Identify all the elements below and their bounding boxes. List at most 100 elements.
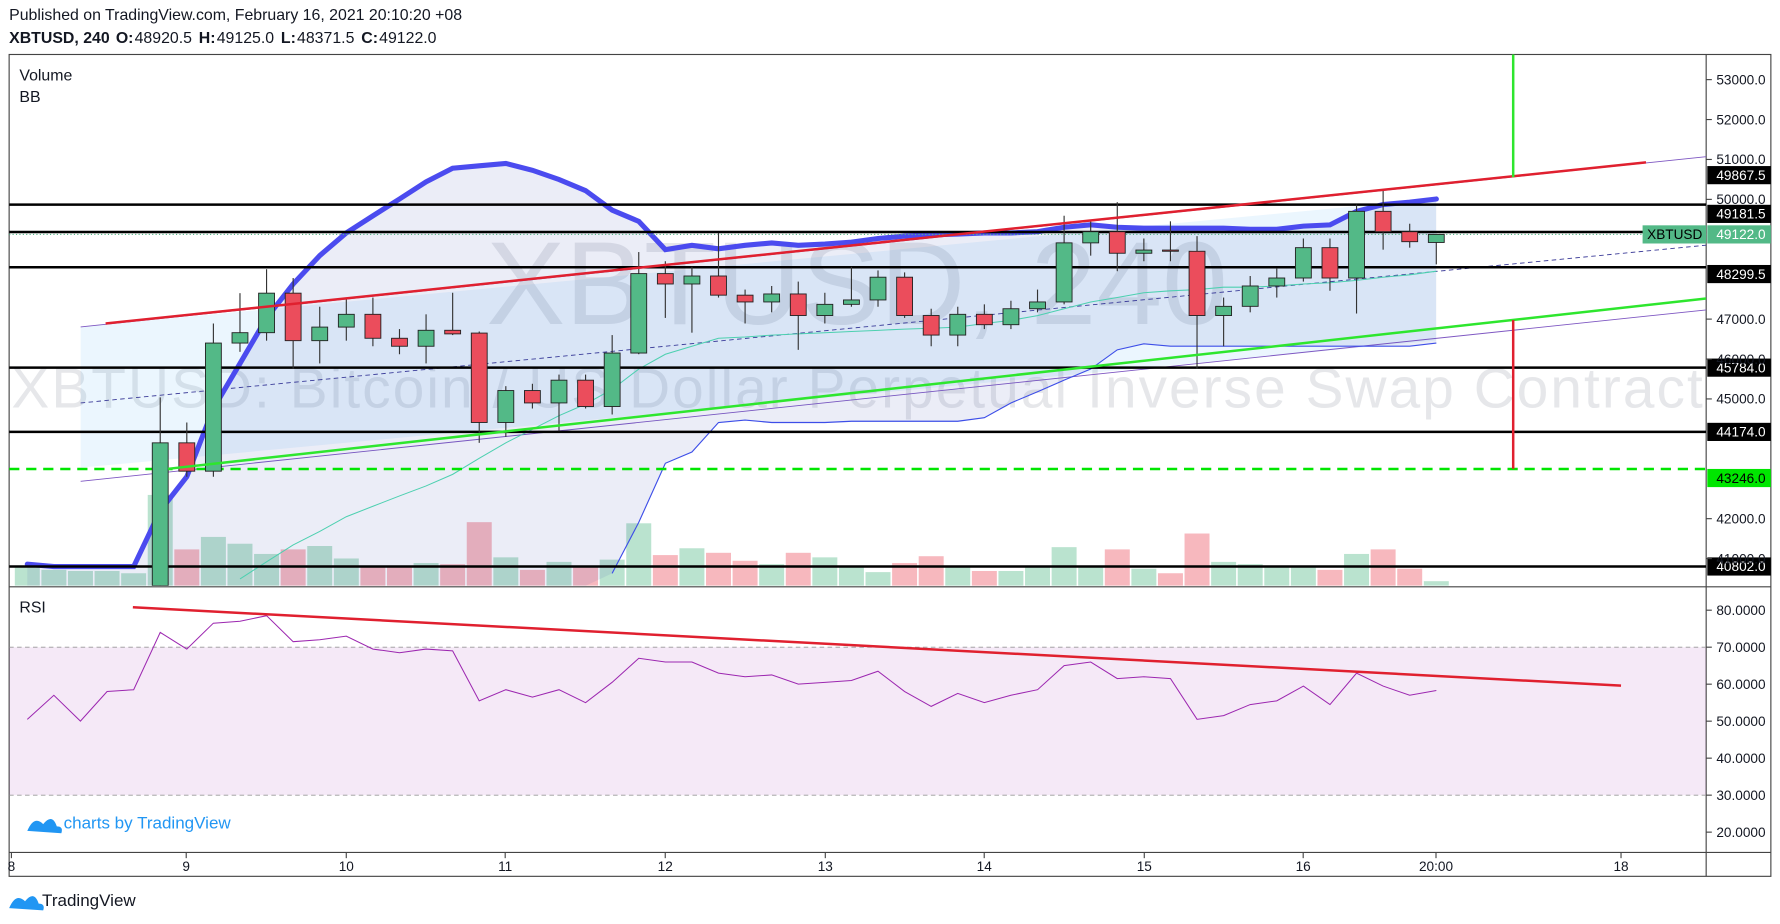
level-label-box — [1707, 166, 1771, 185]
price-symbol-box — [1642, 225, 1707, 244]
volume-bar — [652, 555, 678, 586]
candle-body — [1241, 285, 1259, 307]
bb-basis — [239, 270, 1437, 580]
candle-body — [896, 276, 913, 316]
candle-body — [1268, 277, 1286, 287]
level-label-box — [1707, 557, 1771, 576]
candle-body — [1294, 247, 1312, 279]
level-label-box — [1707, 468, 1771, 488]
y-tick-label: 51000.0 — [1716, 152, 1766, 167]
volume-bar — [892, 563, 918, 586]
x-tick-label: 10 — [339, 859, 355, 874]
x-tick-label: 16 — [1296, 859, 1311, 874]
bb-fill — [27, 163, 1437, 586]
candle-body — [1321, 247, 1339, 279]
volume-bar — [41, 569, 67, 586]
published-line: Published on TradingView.com, February 1… — [9, 7, 462, 24]
volume-bar — [1237, 564, 1263, 586]
level-label: 49181.5 — [1716, 207, 1765, 222]
volume-bar — [998, 570, 1024, 586]
volume-bar — [1211, 561, 1237, 586]
candles — [151, 189, 1445, 586]
rsi-pane — [9, 615, 1707, 796]
bb-lower — [611, 342, 1437, 574]
ohlc-value: 48920.5 — [135, 30, 193, 47]
levels — [9, 203, 1707, 568]
candle-body — [550, 379, 568, 404]
rsi-tick-label: 40.0000 — [1716, 751, 1766, 766]
volume-bar — [812, 557, 838, 586]
y-tick-label: 47000.0 — [1716, 312, 1766, 327]
volume-bar — [1078, 567, 1104, 586]
volume-bar — [386, 567, 412, 586]
level-label: 48299.5 — [1716, 267, 1765, 282]
logo-cloud — [27, 818, 62, 834]
rsi-band — [9, 647, 1707, 796]
level-label-box — [1707, 204, 1771, 223]
y-tick-label: 42000.0 — [1716, 511, 1766, 526]
volume-bar — [67, 570, 93, 586]
channel-bottom — [80, 309, 1707, 482]
main-pane — [9, 54, 1707, 586]
candle-body — [391, 337, 408, 347]
candle-body — [524, 390, 541, 404]
candle-body — [710, 275, 727, 296]
y-tick-label: 41000.0 — [1716, 551, 1766, 566]
volume-bar — [1025, 566, 1051, 586]
candle-body — [922, 315, 940, 336]
candle-body — [364, 313, 382, 339]
rsi-line — [26, 615, 1437, 722]
volume-bar — [1317, 569, 1343, 586]
rsi-trend — [132, 606, 1622, 687]
ohlc-value: 49125.0 — [217, 30, 275, 47]
candle-body — [577, 379, 594, 407]
volume-bar — [1184, 533, 1210, 586]
candle-body — [843, 299, 860, 305]
level-label: 49122.0 — [1716, 227, 1766, 242]
rsi-tick-label: 50.0000 — [1716, 714, 1766, 729]
level-label-box — [1707, 422, 1771, 441]
channel-fill — [80, 198, 1436, 468]
frame — [8, 53, 1772, 877]
candle-body — [1374, 210, 1392, 233]
ohlc-label: O: — [116, 30, 134, 47]
volume-bar — [1264, 567, 1290, 586]
volume-bar — [413, 563, 439, 586]
y-tick-label: 45000.0 — [1716, 392, 1766, 407]
candle-body — [630, 273, 648, 354]
candle-body — [311, 326, 329, 342]
x-tick-label: 15 — [1137, 859, 1152, 874]
candle-body — [1029, 301, 1046, 310]
y-tick-label: 53000.0 — [1716, 72, 1766, 87]
candle-body — [151, 442, 169, 586]
ohlc-label: L: — [281, 30, 296, 47]
ohlc-label: C: — [361, 30, 378, 47]
level-label: 40802.0 — [1716, 559, 1766, 574]
axes: 49867.5 49181.5 49122.0 XBTUSD 48299.5 45784.… — [8, 72, 1771, 874]
candle-body — [869, 276, 887, 301]
candle-body — [417, 329, 435, 347]
panel-label: RSI — [19, 600, 45, 617]
candle-body — [1108, 231, 1126, 254]
candle-body — [470, 332, 488, 423]
volume-bar — [838, 567, 864, 586]
rsi-tick-label: 80.0000 — [1716, 603, 1766, 618]
x-tick-label: 13 — [818, 859, 833, 874]
y-tick-label: 52000.0 — [1716, 112, 1766, 127]
candle-body — [1401, 231, 1419, 243]
candle-body — [178, 442, 196, 472]
candle-body — [789, 293, 807, 316]
volume-bar — [254, 553, 280, 586]
price-symbol: XBTUSD — [1647, 227, 1702, 242]
volume-bar — [360, 566, 386, 586]
symbol: XBTUSD, 240 — [9, 30, 110, 47]
candle-body — [736, 294, 754, 303]
volume-bar — [706, 552, 731, 586]
candle-body — [603, 352, 621, 407]
volume-bar — [94, 570, 120, 586]
volume-bar — [971, 570, 997, 586]
rsi-tick-label: 20.0000 — [1716, 825, 1766, 840]
ohlc-value: 48371.5 — [297, 30, 355, 47]
volume-bar — [333, 558, 359, 586]
